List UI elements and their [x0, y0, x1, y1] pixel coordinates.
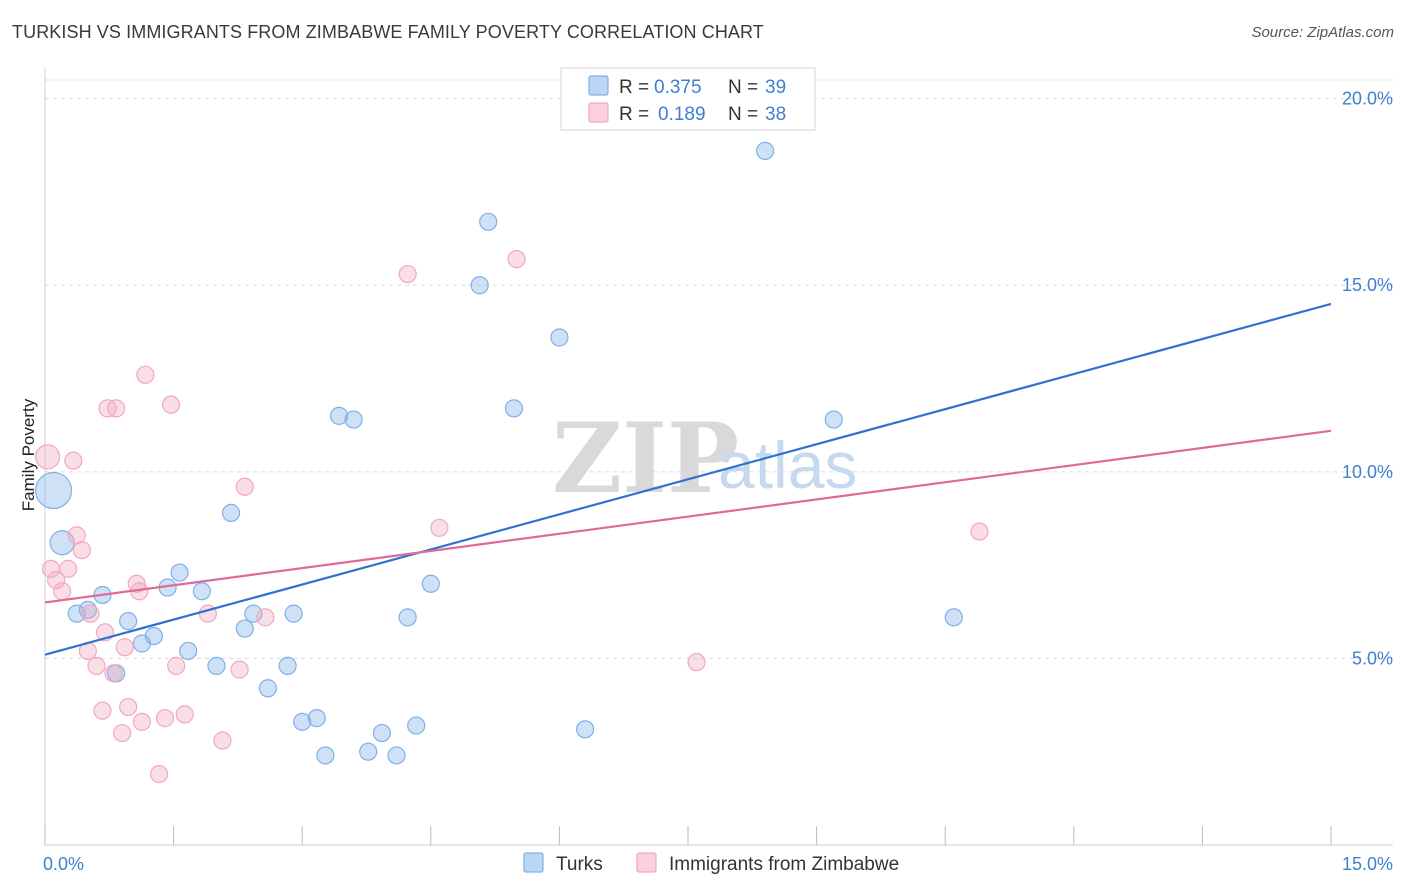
point-turks: [421, 574, 440, 593]
point-zimbabwe: [230, 660, 249, 679]
legend-r-label-turks: R =: [619, 77, 649, 98]
point-zimbabwe: [104, 664, 123, 683]
point-zimbabwe: [34, 444, 61, 470]
point-turks: [329, 406, 349, 425]
watermark: ZIP atlas: [552, 402, 857, 515]
point-turks: [944, 608, 963, 627]
legend: R = 0.375 N = 39 R = 0.189 N = 38: [560, 67, 816, 131]
y-axis-label: Family Poverty: [19, 398, 38, 511]
point-turks: [170, 563, 189, 582]
point-zimbabwe: [161, 395, 181, 414]
axes: [44, 68, 1393, 846]
grid: [45, 79, 1393, 659]
point-turks: [307, 709, 326, 728]
y-tick-label: 10.0%: [1342, 462, 1393, 482]
point-turks: [293, 712, 312, 731]
point-turks: [398, 608, 417, 627]
point-zimbabwe: [155, 709, 175, 728]
point-zimbabwe: [113, 723, 132, 743]
point-zimbabwe: [93, 701, 112, 720]
point-turks: [67, 604, 86, 623]
legend-n-value-turks: 39: [765, 77, 786, 98]
bottom-legend-label-turks: Turks: [556, 854, 603, 875]
legend-swatch-zimbabwe: [588, 102, 609, 123]
point-turks: [372, 723, 392, 743]
point-zimbabwe: [149, 764, 169, 784]
point-zimbabwe: [107, 399, 126, 418]
point-turks: [119, 611, 138, 631]
point-zimbabwe: [64, 451, 83, 470]
point-zimbabwe: [175, 705, 194, 724]
point-zimbabwe: [59, 559, 78, 578]
point-turks: [407, 716, 426, 735]
point-turks: [221, 503, 241, 522]
point-turks: [207, 656, 226, 675]
point-zimbabwe: [213, 731, 232, 750]
x-tick-label-min: 0.0%: [43, 854, 84, 874]
point-zimbabwe: [970, 522, 989, 541]
legend-n-label-turks: N =: [728, 77, 758, 98]
point-zimbabwe: [115, 638, 134, 657]
point-turks: [192, 582, 211, 601]
point-turks: [284, 604, 303, 623]
bottom-legend: Turks Immigrants from Zimbabwe: [523, 852, 899, 875]
point-turks: [359, 742, 378, 761]
point-zimbabwe: [235, 477, 254, 496]
point-turks: [258, 679, 278, 698]
point-turks: [470, 276, 489, 295]
point-turks: [504, 399, 524, 418]
bottom-legend-swatch-zimbabwe: [636, 852, 657, 873]
point-zimbabwe: [398, 264, 417, 284]
point-zimbabwe: [132, 712, 151, 731]
trend-line-zimbabwe: [44, 429, 1332, 604]
chart-title: TURKISH VS IMMIGRANTS FROM ZIMBABWE FAMI…: [12, 22, 764, 42]
point-zimbabwe: [87, 656, 106, 675]
point-zimbabwe: [507, 250, 526, 269]
point-zimbabwe: [430, 518, 449, 537]
point-zimbabwe: [687, 653, 706, 672]
point-turks: [387, 746, 406, 765]
point-turks: [344, 410, 363, 429]
bottom-legend-label-zimbabwe: Immigrants from Zimbabwe: [669, 854, 899, 875]
point-turks: [756, 141, 775, 161]
watermark-zip: ZIP: [552, 402, 739, 515]
point-turks: [278, 656, 297, 675]
source-label: Source: ZipAtlas.com: [1251, 24, 1394, 41]
trend-line-turks: [44, 302, 1332, 656]
tick-labels: 5.0% 10.0% 15.0% 20.0% 0.0% 15.0%: [43, 89, 1393, 874]
point-turks: [479, 212, 498, 231]
legend-r-value-turks: 0.375: [654, 77, 702, 98]
point-turks: [824, 410, 843, 429]
y-tick-label: 15.0%: [1342, 275, 1393, 295]
point-turks: [576, 720, 595, 739]
legend-r-label-zimbabwe: R =: [619, 104, 649, 125]
point-zimbabwe: [47, 570, 66, 590]
point-turks: [144, 626, 163, 646]
x-tick-label-max: 15.0%: [1342, 854, 1393, 874]
point-zimbabwe: [167, 656, 186, 675]
point-zimbabwe: [127, 574, 146, 593]
point-turks: [34, 471, 73, 510]
legend-n-label-zimbabwe: N =: [728, 104, 758, 125]
legend-r-value-zimbabwe: 0.189: [658, 104, 706, 125]
data-points: [34, 141, 989, 784]
point-zimbabwe: [256, 608, 275, 627]
point-zimbabwe: [81, 604, 100, 623]
point-turks: [244, 604, 263, 623]
point-turks: [179, 641, 198, 661]
point-turks: [550, 328, 569, 347]
trend-lines: [44, 302, 1332, 656]
point-turks: [235, 619, 254, 638]
legend-n-value-zimbabwe: 38: [765, 104, 786, 125]
point-turks: [316, 746, 335, 765]
point-zimbabwe: [72, 541, 91, 560]
point-zimbabwe: [136, 365, 155, 384]
point-zimbabwe: [53, 582, 72, 601]
bottom-legend-swatch-turks: [523, 852, 544, 873]
y-tick-label: 5.0%: [1352, 648, 1393, 668]
y-tick-label: 20.0%: [1342, 89, 1393, 109]
legend-swatch-turks: [588, 75, 609, 96]
point-zimbabwe: [119, 697, 138, 717]
